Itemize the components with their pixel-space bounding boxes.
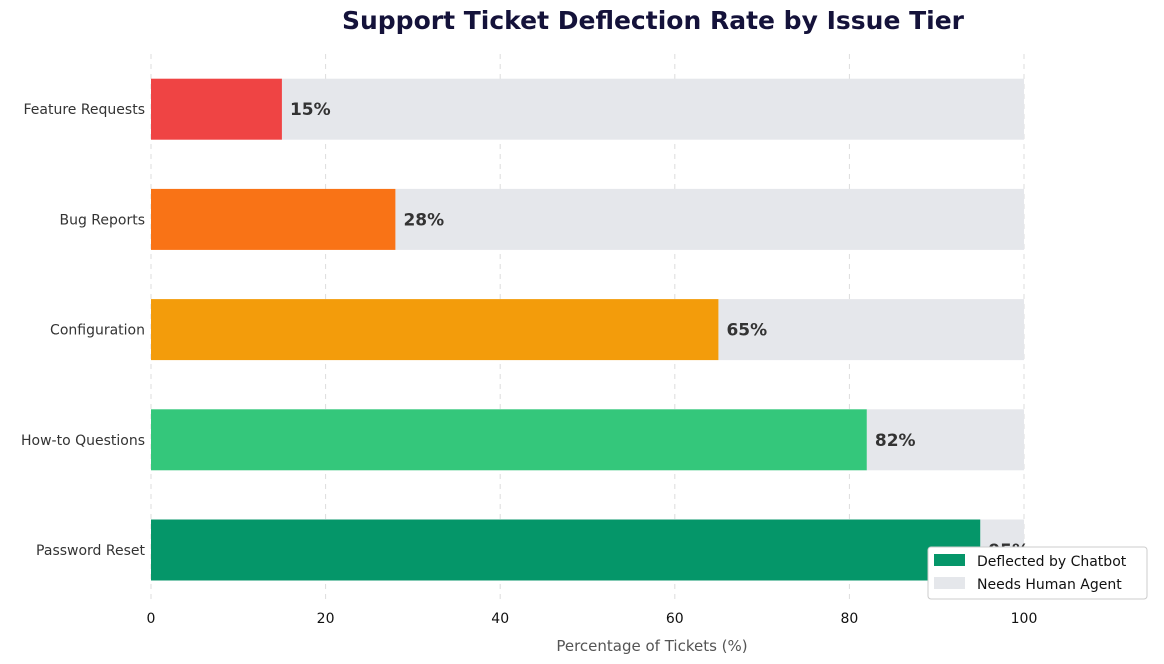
x-axis-label: Percentage of Tickets (%) — [556, 637, 747, 655]
category-label: How-to Questions — [21, 433, 145, 449]
x-tick-label: 100 — [1011, 611, 1038, 627]
x-tick-label: 80 — [840, 611, 858, 627]
bars — [151, 78, 1024, 581]
bar-human-agent — [281, 78, 1024, 140]
bar-deflected — [151, 299, 719, 361]
legend-frame — [927, 546, 1148, 600]
category-label: Configuration — [50, 323, 145, 339]
data-label: 15% — [290, 100, 331, 120]
legend-label: Needs Human Agent — [977, 577, 1122, 593]
data-label: 65% — [726, 321, 767, 341]
data-label: 28% — [403, 210, 444, 230]
bar-deflected — [151, 519, 981, 581]
x-tick-label: 60 — [666, 611, 684, 627]
category-label: Password Reset — [36, 543, 145, 559]
x-tick-label: 20 — [317, 611, 335, 627]
x-tick-label: 40 — [491, 611, 509, 627]
x-axis-ticks: 0 20 40 60 80 100 — [147, 611, 1038, 627]
bar-human-agent — [866, 409, 1024, 471]
legend-swatch — [934, 577, 965, 589]
legend-label: Deflected by Chatbot — [977, 554, 1127, 570]
x-tick-label: 0 — [147, 611, 156, 627]
category-label: Feature Requests — [23, 102, 145, 118]
bar-deflected — [151, 78, 282, 140]
legend[interactable]: Deflected by Chatbot Needs Human Agent — [927, 546, 1148, 600]
bar-human-agent — [395, 188, 1024, 250]
category-label: Bug Reports — [59, 212, 145, 228]
chart-title: Support Ticket Deflection Rate by Issue … — [342, 6, 965, 35]
bar-deflected — [151, 188, 396, 250]
legend-swatch — [934, 554, 965, 566]
bar-human-agent — [718, 299, 1024, 361]
category-labels: Password Reset How-to Questions Configurat… — [21, 102, 146, 559]
bar-deflected — [151, 409, 867, 471]
data-label: 82% — [875, 431, 916, 451]
